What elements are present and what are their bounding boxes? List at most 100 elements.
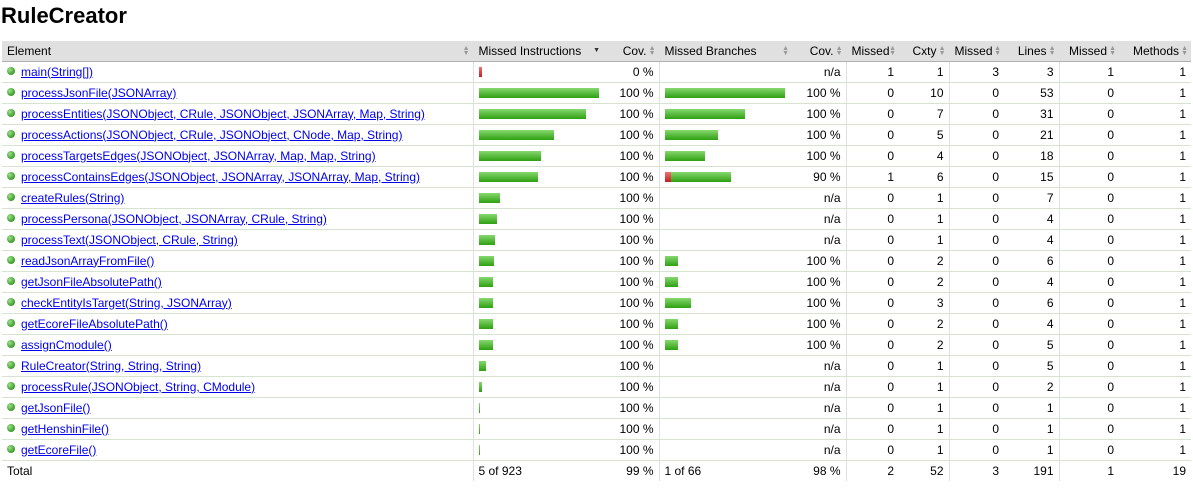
covered-bar xyxy=(478,402,480,413)
method-link[interactable]: createRules(String) xyxy=(21,190,125,205)
method-link[interactable]: getJsonFile() xyxy=(21,400,91,415)
covered-bar xyxy=(478,87,599,98)
method-link[interactable]: getHenshinFile() xyxy=(21,421,110,436)
missed-lines: 0 xyxy=(948,166,1004,188)
method-link[interactable]: checkEntityIsTarget(String, JSONArray) xyxy=(21,295,232,310)
complexity: 10 xyxy=(899,82,949,104)
branches-coverage: 100 % xyxy=(792,334,846,356)
missed-bar xyxy=(478,66,482,77)
instructions-bar xyxy=(478,255,604,266)
instructions-bar-cell xyxy=(472,103,603,125)
method-link[interactable]: getEcoreFileAbsolutePath() xyxy=(21,316,168,331)
sort-icon: ▲ ▼ xyxy=(782,45,789,57)
method-link[interactable]: processContainsEdges(JSONObject, JSONArr… xyxy=(21,169,421,184)
method-icon xyxy=(7,403,15,412)
instructions-coverage: 100 % xyxy=(603,208,659,230)
method-icon xyxy=(7,340,15,349)
missed-methods: 0 xyxy=(1058,397,1119,419)
methods: 1 xyxy=(1119,250,1191,272)
branches-coverage: n/a xyxy=(792,187,846,209)
method-link[interactable]: processTargetsEdges(JSONObject, JSONArra… xyxy=(21,148,376,163)
method-link[interactable]: readJsonArrayFromFile() xyxy=(21,253,155,268)
sort-icon: ▲ ▼ xyxy=(1048,45,1056,57)
method-icon xyxy=(7,445,15,454)
table-header: Element ▲ ▼ Missed Instructions ▼ Cov. ▲ ▼ Mi… xyxy=(2,41,1191,62)
method-link[interactable]: getJsonFileAbsolutePath() xyxy=(21,274,162,289)
complexity: 2 xyxy=(899,271,949,293)
header-instructions-coverage[interactable]: Cov. ▲ ▼ xyxy=(603,41,659,62)
total-branches-coverage: 98 % xyxy=(792,459,846,481)
missed-complexity: 0 xyxy=(845,355,899,377)
branches-coverage: n/a xyxy=(792,418,846,440)
method-link[interactable]: processActions(JSONObject, CRule, JSONOb… xyxy=(21,127,403,142)
method-link[interactable]: processRule(JSONObject, String, CModule) xyxy=(21,379,256,394)
method-link[interactable]: main(String[]) xyxy=(21,64,94,79)
header-missed-lines[interactable]: Missed ▲ ▼ xyxy=(948,41,1004,62)
branches-bar-cell xyxy=(658,376,792,398)
total-row: Total 5 of 923 99 % 1 of 66 98 % 2 52 3 … xyxy=(2,459,1191,481)
header-lines[interactable]: Lines ▲ ▼ xyxy=(1004,41,1059,62)
covered-bar xyxy=(664,108,745,119)
instructions-bar-cell xyxy=(472,208,603,230)
method-link[interactable]: processEntities(JSONObject, CRule, JSONO… xyxy=(21,106,425,121)
method-link[interactable]: RuleCreator(String, String, String) xyxy=(21,358,202,373)
method-link[interactable]: getEcoreFile() xyxy=(21,442,97,457)
header-missed-instructions[interactable]: Missed Instructions ▼ xyxy=(472,41,603,62)
header-missed-branches[interactable]: Missed Branches ▲ ▼ xyxy=(658,41,792,62)
branches-coverage: n/a xyxy=(792,208,846,230)
methods: 1 xyxy=(1119,187,1191,209)
instructions-bar xyxy=(478,234,604,245)
complexity: 2 xyxy=(899,334,949,356)
branches-coverage: 100 % xyxy=(792,145,846,167)
total-instructions-coverage: 99 % xyxy=(603,459,659,481)
instructions-bar-cell xyxy=(472,145,603,167)
lines: 4 xyxy=(1004,208,1059,230)
branches-bar-cell xyxy=(658,166,792,188)
branches-coverage: n/a xyxy=(792,229,846,251)
missed-methods: 0 xyxy=(1058,439,1119,461)
branches-bar-cell xyxy=(658,397,792,419)
missed-complexity: 0 xyxy=(845,292,899,314)
header-missed-complexity[interactable]: Missed ▲ ▼ xyxy=(845,41,899,62)
element-cell: checkEntityIsTarget(String, JSONArray) xyxy=(2,292,473,314)
methods: 1 xyxy=(1119,439,1191,461)
header-branches-coverage[interactable]: Cov. ▲ ▼ xyxy=(792,41,846,62)
method-link[interactable]: processPersona(JSONObject, JSONArray, CR… xyxy=(21,211,327,226)
missed-methods: 0 xyxy=(1058,103,1119,125)
missed-methods: 0 xyxy=(1058,187,1119,209)
table-row: assignCmodule() 100 % 100 % 0 2 0 5 0 1 xyxy=(2,334,1191,356)
header-element[interactable]: Element ▲ ▼ xyxy=(2,41,473,62)
missed-methods: 1 xyxy=(1058,61,1119,83)
lines: 4 xyxy=(1004,229,1059,251)
missed-methods: 0 xyxy=(1058,313,1119,335)
method-link[interactable]: assignCmodule() xyxy=(21,337,112,352)
branches-coverage: 100 % xyxy=(792,271,846,293)
header-methods[interactable]: Methods ▲ ▼ xyxy=(1119,41,1191,62)
sort-icon: ▲ ▼ xyxy=(1181,45,1188,57)
instructions-bar xyxy=(478,444,604,455)
branches-bar xyxy=(664,255,793,266)
instructions-coverage: 100 % xyxy=(603,313,659,335)
header-missed-methods[interactable]: Missed ▲ ▼ xyxy=(1058,41,1119,62)
instructions-bar xyxy=(478,297,604,308)
instructions-bar xyxy=(478,402,604,413)
instructions-coverage: 100 % xyxy=(603,292,659,314)
missed-methods: 0 xyxy=(1058,166,1119,188)
covered-bar xyxy=(478,129,554,140)
instructions-bar-cell xyxy=(472,376,603,398)
table-body: main(String[]) 0 % n/a 1 1 3 3 1 1 processJsonFil… xyxy=(2,61,1191,461)
table-row: createRules(String) 100 % n/a 0 1 0 7 0 1 xyxy=(2,187,1191,209)
total-methods: 19 xyxy=(1119,459,1191,481)
instructions-bar xyxy=(478,360,604,371)
method-link[interactable]: processJsonFile(JSONArray) xyxy=(21,85,177,100)
covered-bar xyxy=(664,297,691,308)
lines: 6 xyxy=(1004,292,1059,314)
missed-methods: 0 xyxy=(1058,229,1119,251)
total-complexity: 52 xyxy=(899,459,949,481)
complexity: 1 xyxy=(899,208,949,230)
branches-coverage: 100 % xyxy=(792,313,846,335)
header-complexity[interactable]: Cxty ▲ ▼ xyxy=(899,41,949,62)
missed-complexity: 0 xyxy=(845,103,899,125)
missed-lines: 0 xyxy=(948,103,1004,125)
method-link[interactable]: processText(JSONObject, CRule, String) xyxy=(21,232,238,247)
